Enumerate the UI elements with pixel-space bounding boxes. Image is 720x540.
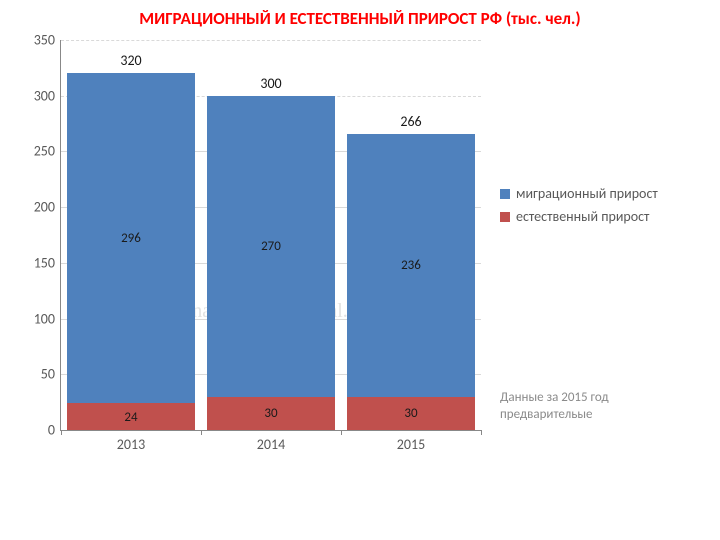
- x-axis-category-label: 2013: [117, 436, 145, 453]
- plot-area: © burckina-faso.livejournal.com 05010015…: [60, 40, 481, 431]
- x-axis-tick-mark: [61, 430, 62, 435]
- bar-segment: 270: [207, 96, 336, 397]
- bar-segment-value: 236: [347, 258, 476, 273]
- x-axis-tick-mark: [481, 430, 482, 435]
- y-axis-tick-label: 300: [10, 87, 61, 104]
- bar-total-value: 266: [347, 113, 476, 130]
- y-axis-tick-label: 350: [10, 32, 61, 49]
- legend-item: миграционный прирост: [500, 185, 658, 202]
- y-axis-tick-label: 0: [10, 422, 61, 439]
- legend-swatch: [500, 189, 510, 199]
- x-axis-category-label: 2015: [397, 436, 425, 453]
- bar-segment-value: 24: [67, 410, 196, 425]
- grid-line: [61, 40, 481, 41]
- legend: миграционный прирост естественный прирос…: [500, 185, 658, 231]
- y-axis-tick-label: 100: [10, 310, 61, 327]
- legend-label: естественный прирост: [516, 208, 649, 225]
- legend-item: естественный прирост: [500, 208, 658, 225]
- y-axis-tick-label: 250: [10, 143, 61, 160]
- bar-segment-value: 296: [67, 231, 196, 246]
- bar-segment-value: 30: [207, 406, 336, 421]
- bar-total-value: 300: [207, 75, 336, 92]
- bar-segment: 236: [347, 134, 476, 397]
- chart-title: МИГРАЦИОННЫЙ И ЕСТЕСТВЕННЫЙ ПРИРОСТ РФ (…: [0, 0, 720, 29]
- legend-label: миграционный прирост: [516, 185, 658, 202]
- bar-segment-value: 270: [207, 239, 336, 254]
- bar-total-value: 320: [67, 52, 196, 69]
- bar-segment: 30: [347, 397, 476, 430]
- y-axis-tick-label: 50: [10, 366, 61, 383]
- footnote-text: Данные за 2015 год предварительые: [500, 390, 700, 424]
- bar-segment: 24: [67, 403, 196, 430]
- bar-segment: 296: [67, 73, 196, 403]
- y-axis-tick-label: 150: [10, 254, 61, 271]
- x-axis-tick-mark: [201, 430, 202, 435]
- bar-segment: 30: [207, 397, 336, 430]
- x-axis-category-label: 2014: [257, 436, 285, 453]
- y-axis-tick-label: 200: [10, 199, 61, 216]
- x-axis-tick-mark: [341, 430, 342, 435]
- bar-segment-value: 30: [347, 406, 476, 421]
- legend-swatch: [500, 212, 510, 222]
- chart-container: © burckina-faso.livejournal.com 05010015…: [10, 40, 710, 520]
